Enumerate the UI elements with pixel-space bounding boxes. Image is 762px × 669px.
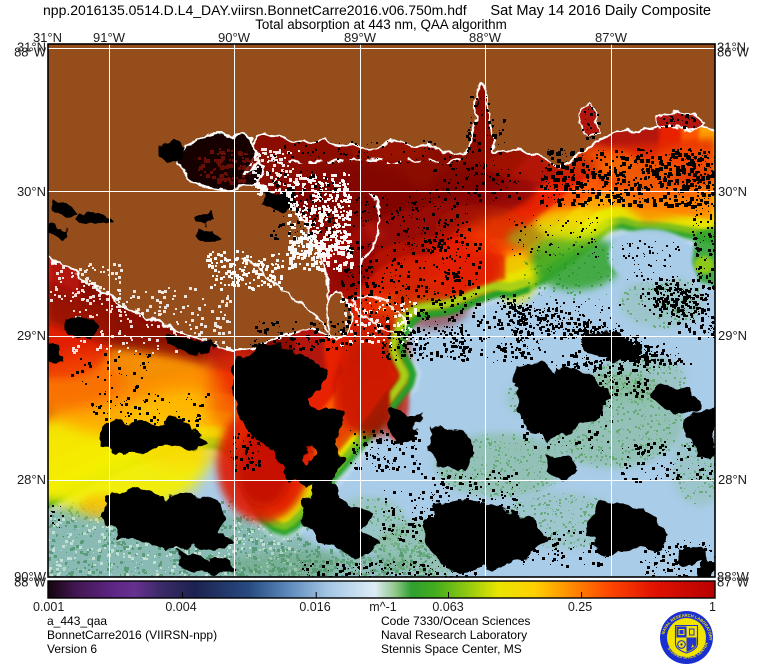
- svg-text:31°N: 31°N: [33, 30, 62, 45]
- svg-text:0.016: 0.016: [299, 600, 330, 614]
- svg-text:28°N: 28°N: [718, 472, 747, 487]
- svg-text:90°W: 90°W: [14, 569, 47, 584]
- svg-text:87°W: 87°W: [595, 30, 628, 45]
- svg-text:m^-1: m^-1: [369, 600, 396, 614]
- svg-text:Sat May 14 2016 Daily Composit: Sat May 14 2016 Daily Composite: [490, 3, 711, 19]
- svg-text:a_443_qaa: a_443_qaa: [47, 614, 107, 628]
- svg-text:1: 1: [709, 600, 716, 614]
- svg-text:86°W: 86°W: [717, 45, 750, 60]
- svg-text:0.004: 0.004: [165, 600, 196, 614]
- svg-text:88°W: 88°W: [469, 30, 502, 45]
- svg-text:30°N: 30°N: [718, 184, 747, 199]
- svg-text:npp.2016135.0514.D.L4_DAY.viir: npp.2016135.0514.D.L4_DAY.viirsn.BonnetC…: [43, 2, 467, 18]
- svg-text:Code 7330/Ocean Sciences: Code 7330/Ocean Sciences: [381, 614, 530, 628]
- svg-text:88°W: 88°W: [14, 45, 47, 60]
- svg-text:88°W: 88°W: [14, 575, 47, 590]
- svg-text:29°N: 29°N: [718, 328, 747, 343]
- svg-text:90°W: 90°W: [218, 30, 251, 45]
- svg-text:31°N: 31°N: [717, 40, 746, 55]
- svg-text:88°W: 88°W: [717, 569, 750, 584]
- svg-text:0.25: 0.25: [568, 600, 592, 614]
- svg-text:0.063: 0.063: [432, 600, 463, 614]
- svg-text:Stennis Space Center, MS: Stennis Space Center, MS: [381, 642, 522, 656]
- svg-text:Version 6: Version 6: [47, 642, 97, 656]
- svg-text:28°N: 28°N: [17, 472, 46, 487]
- svg-text:Naval Research Laboratory: Naval Research Laboratory: [381, 628, 527, 642]
- svg-text:87°W: 87°W: [717, 575, 750, 590]
- svg-text:29°N: 29°N: [17, 328, 46, 343]
- svg-text:BonnetCarre2016 (VIIRSN-npp): BonnetCarre2016 (VIIRSN-npp): [47, 628, 217, 642]
- svg-text:0.001: 0.001: [33, 600, 64, 614]
- svg-text:91°W: 91°W: [93, 30, 126, 45]
- svg-text:30°N: 30°N: [17, 184, 46, 199]
- svg-text:31°N: 31°N: [17, 40, 46, 55]
- svg-text:Total absorption at 443 nm, QA: Total absorption at 443 nm, QAA algorith…: [255, 17, 507, 32]
- svg-text:89°W: 89°W: [344, 30, 377, 45]
